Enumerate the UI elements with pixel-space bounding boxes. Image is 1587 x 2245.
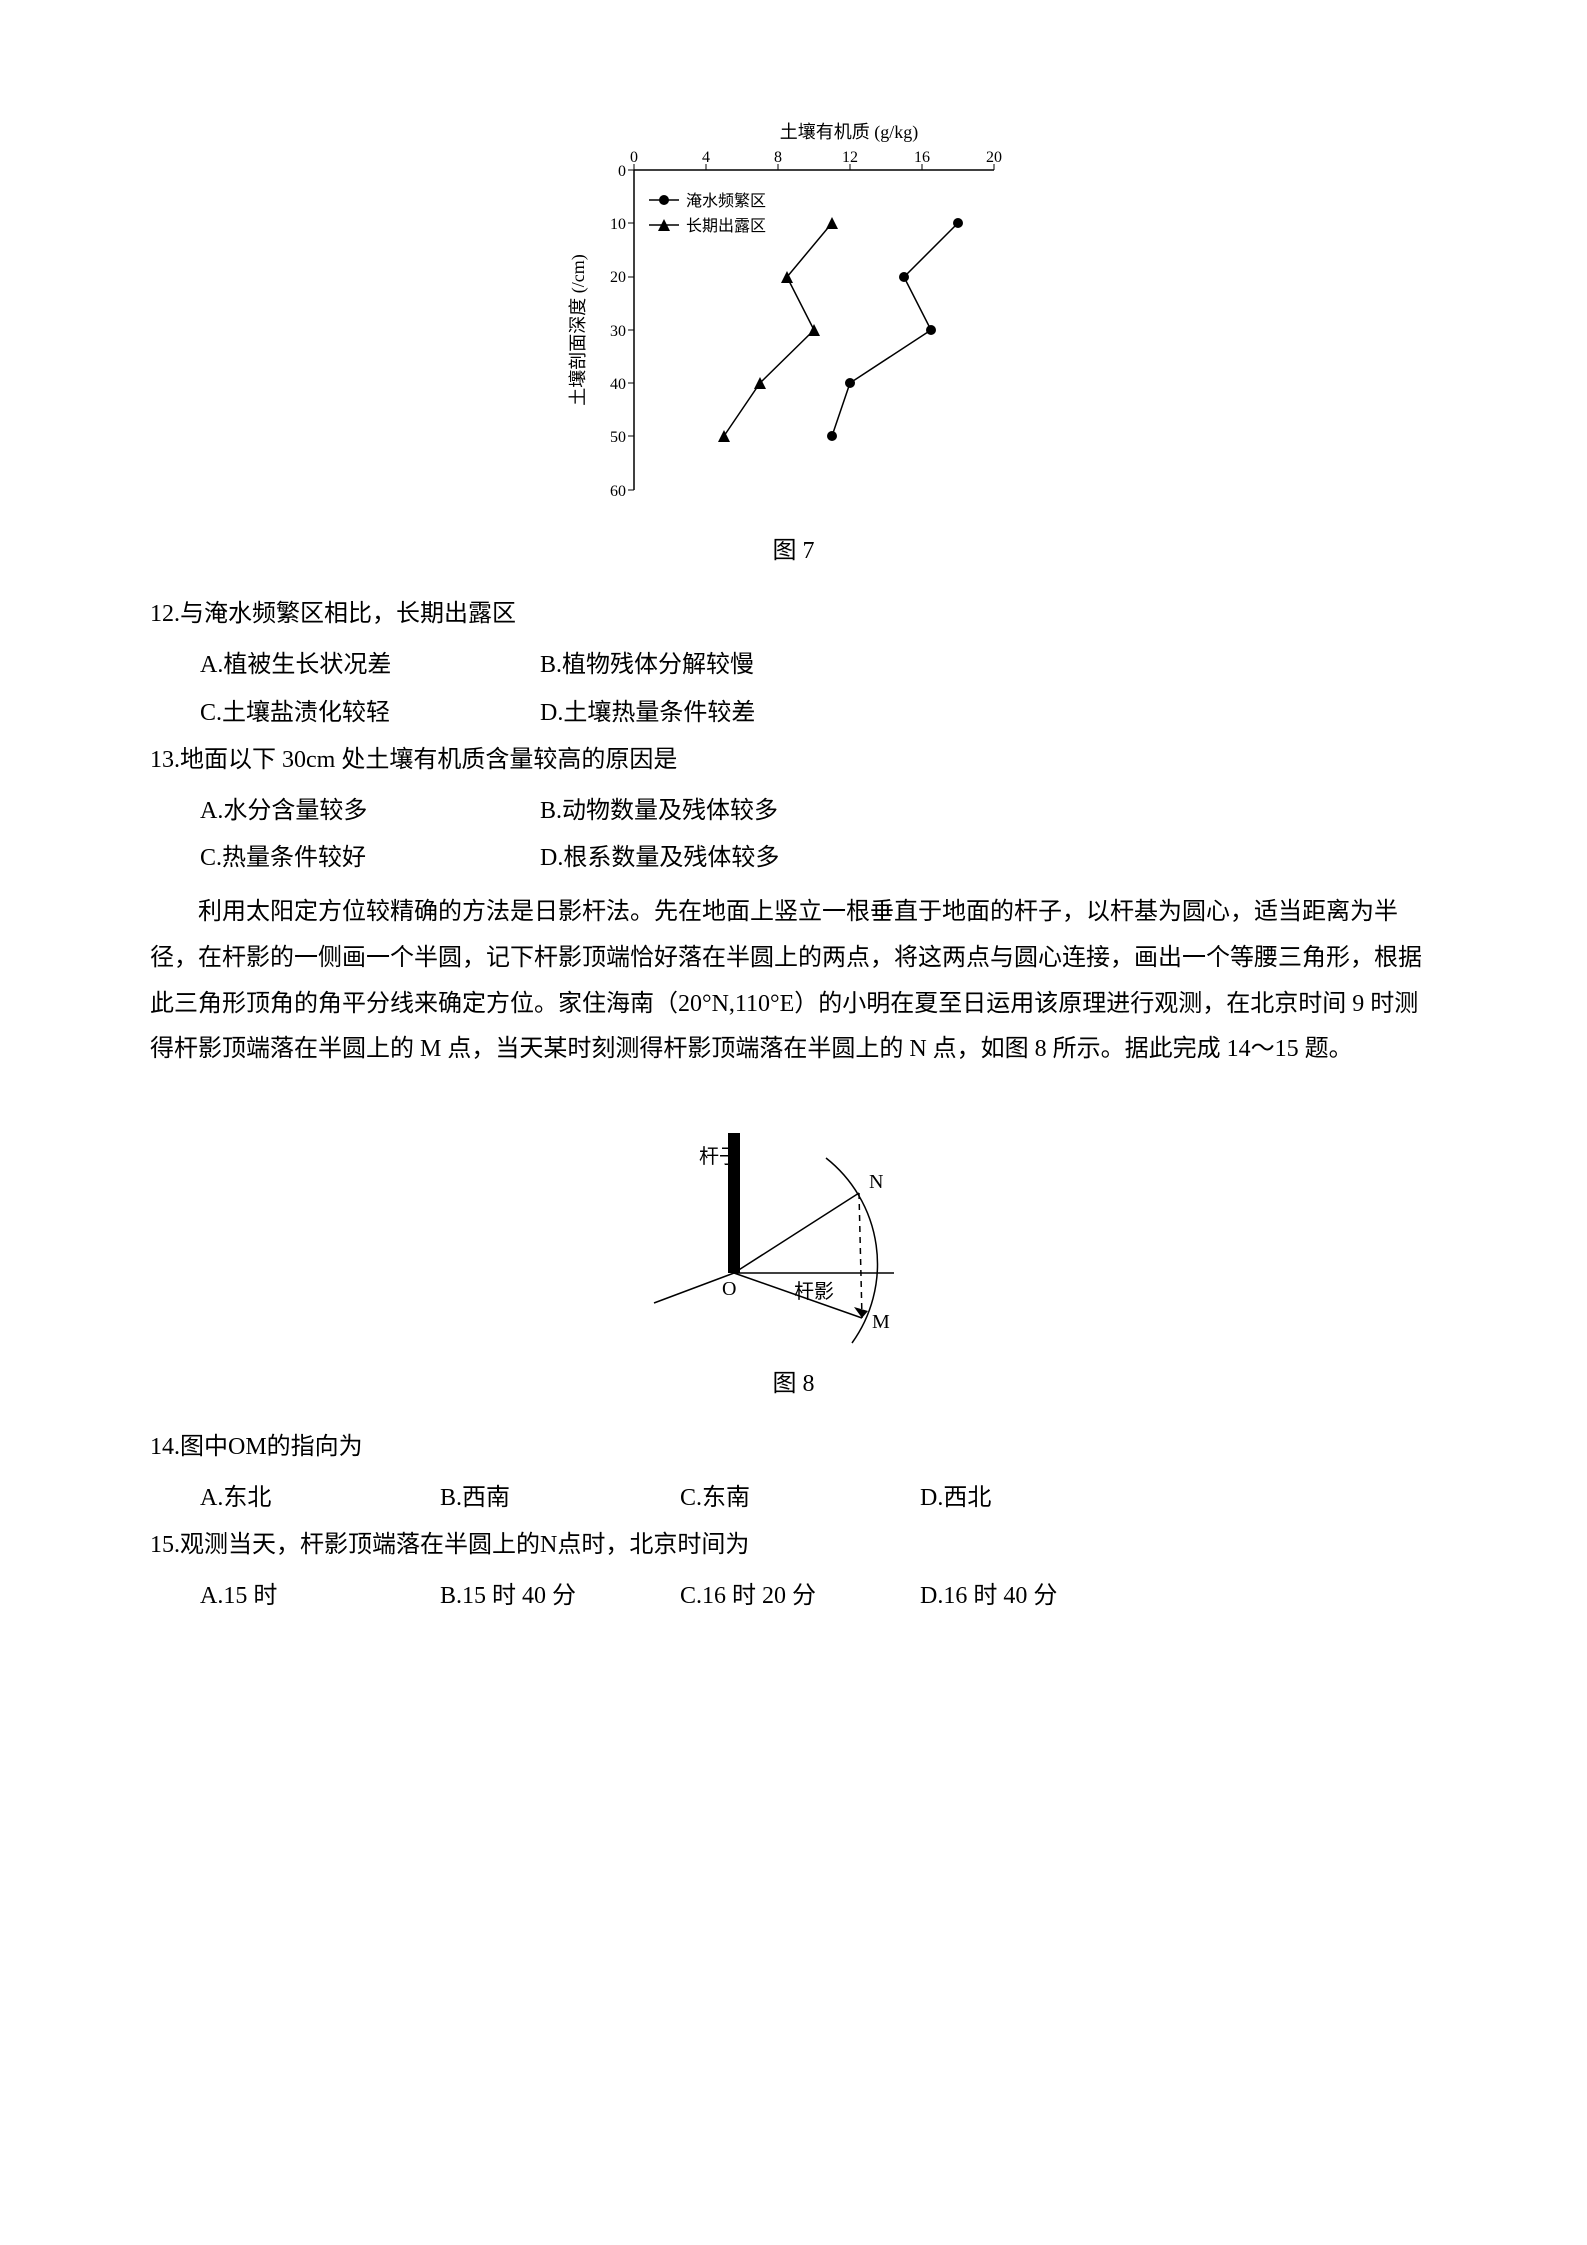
svg-text:50: 50	[610, 429, 626, 446]
chart7-series-triangle	[718, 217, 838, 442]
chart7-legend: 淹水频繁区 长期出露区	[649, 192, 766, 235]
svg-text:20: 20	[986, 149, 1002, 166]
q15-option-b: B.15 时 40 分	[440, 1575, 680, 1618]
chart7-svg: 土壤有机质 (g/kg) 0 4 8 12 16 20 0 10 20 30 4…	[554, 120, 1034, 520]
figure8-container: 杆子 杆影 O N M	[150, 1093, 1437, 1353]
q15-option-a: A.15 时	[200, 1575, 440, 1618]
svg-text:10: 10	[610, 216, 626, 233]
chart7-xticks: 0 4 8 12 16 20	[630, 149, 1002, 170]
svg-text:8: 8	[774, 149, 782, 166]
figure8-n-label: N	[869, 1171, 883, 1193]
svg-text:20: 20	[610, 269, 626, 286]
figure8-svg: 杆子 杆影 O N M	[594, 1093, 994, 1353]
figure8-label: 图 8	[150, 1363, 1437, 1406]
figure8-shadow-label: 杆影	[794, 1280, 834, 1303]
svg-text:淹水频繁区: 淹水频繁区	[686, 192, 766, 210]
q15-option-d: D.16 时 40 分	[920, 1575, 1160, 1618]
q14-option-a: A.东北	[200, 1477, 440, 1520]
q14-option-d: D.西北	[920, 1477, 1160, 1520]
q12-option-a: A.植被生长状况差	[200, 644, 540, 687]
q13-option-c: C.热量条件较好	[200, 837, 540, 880]
q14-option-c: C.东南	[680, 1477, 920, 1520]
svg-text:40: 40	[610, 376, 626, 393]
q15-option-c: C.16 时 20 分	[680, 1575, 920, 1618]
figure8-on-line	[734, 1193, 859, 1273]
q13-option-b: B.动物数量及残体较多	[540, 790, 880, 833]
passage-text: 利用太阳定方位较精确的方法是日影杆法。先在地面上竖立一根垂直于地面的杆子，以杆基…	[150, 890, 1437, 1072]
svg-text:0: 0	[618, 163, 626, 180]
q12-option-d: D.土壤热量条件较差	[540, 692, 880, 735]
chart7-xlabel: 土壤有机质 (g/kg)	[779, 122, 918, 143]
figure8-m-label: M	[872, 1311, 890, 1333]
figure8-nm-dashed	[859, 1193, 862, 1318]
svg-text:长期出露区: 长期出露区	[686, 217, 766, 235]
figure8-pole-label: 杆子	[699, 1145, 739, 1168]
q12-stem: 12.与淹水频繁区相比，长期出露区	[150, 593, 1437, 636]
chart7-ylabel: 土壤剖面深度 (/cm)	[568, 254, 589, 405]
svg-text:0: 0	[630, 149, 638, 166]
svg-text:16: 16	[914, 149, 930, 166]
figure8-o-label: O	[722, 1278, 736, 1300]
q12-option-b: B.植物残体分解较慢	[540, 644, 880, 687]
figure7-label: 图 7	[150, 530, 1437, 573]
q13-options: A.水分含量较多 B.动物数量及残体较多 C.热量条件较好 D.根系数量及残体较…	[150, 790, 1437, 880]
q13-stem: 13.地面以下 30cm 处土壤有机质含量较高的原因是	[150, 739, 1437, 782]
chart7-yticks: 0 10 20 30 40 50 60	[610, 163, 634, 500]
chart7-series-circle	[827, 218, 963, 441]
q15-options: A.15 时 B.15 时 40 分 C.16 时 20 分 D.16 时 40…	[150, 1575, 1437, 1618]
q13-option-d: D.根系数量及残体较多	[540, 837, 880, 880]
q14-stem: 14.图中OM的指向为	[150, 1426, 1437, 1469]
svg-text:12: 12	[842, 149, 858, 166]
q14-option-b: B.西南	[440, 1477, 680, 1520]
svg-text:4: 4	[702, 149, 710, 166]
svg-text:30: 30	[610, 323, 626, 340]
q12-options: A.植被生长状况差 B.植物残体分解较慢 C.土壤盐渍化较轻 D.土壤热量条件较…	[150, 644, 1437, 734]
q15-stem: 15.观测当天，杆影顶端落在半圆上的N点时，北京时间为	[150, 1524, 1437, 1567]
q12-option-c: C.土壤盐渍化较轻	[200, 692, 540, 735]
q13-option-a: A.水分含量较多	[200, 790, 540, 833]
q14-options: A.东北 B.西南 C.东南 D.西北	[150, 1477, 1437, 1520]
svg-text:60: 60	[610, 483, 626, 500]
chart7-container: 土壤有机质 (g/kg) 0 4 8 12 16 20 0 10 20 30 4…	[150, 120, 1437, 520]
